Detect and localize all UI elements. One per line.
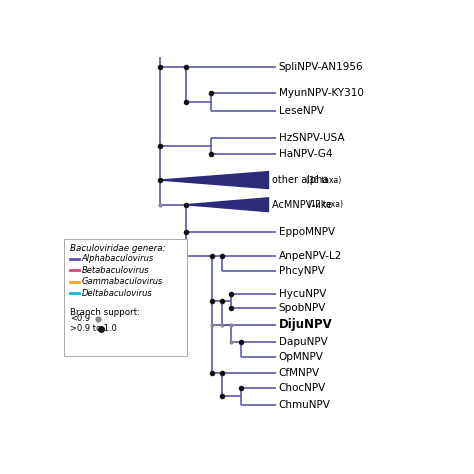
Text: ChocNPV: ChocNPV xyxy=(279,383,326,393)
Text: <0.9: <0.9 xyxy=(70,314,90,323)
Text: Gammabaculovirus: Gammabaculovirus xyxy=(82,277,163,286)
Polygon shape xyxy=(160,172,268,189)
Text: Deltabaculovirus: Deltabaculovirus xyxy=(82,289,153,298)
Text: Baculoviridae genera:: Baculoviridae genera: xyxy=(70,244,166,253)
Text: Alphabaculovirus: Alphabaculovirus xyxy=(82,254,154,263)
Text: other alpha: other alpha xyxy=(272,175,331,185)
Polygon shape xyxy=(186,198,268,212)
Text: HzSNPV-USA: HzSNPV-USA xyxy=(279,133,344,143)
Text: HaNPV-G4: HaNPV-G4 xyxy=(279,149,332,159)
Text: ChmuNPV: ChmuNPV xyxy=(279,400,330,410)
Text: SpliNPV-AN1956: SpliNPV-AN1956 xyxy=(279,62,363,72)
Text: DijuNPV: DijuNPV xyxy=(279,319,332,331)
Text: MyunNPV-KY310: MyunNPV-KY310 xyxy=(279,88,364,98)
Text: (36 taxa): (36 taxa) xyxy=(306,175,341,184)
Text: OpMNPV: OpMNPV xyxy=(279,352,323,362)
Text: SpobNPV: SpobNPV xyxy=(279,303,326,313)
Text: LeseNPV: LeseNPV xyxy=(279,106,324,116)
Text: AcMNPV-like: AcMNPV-like xyxy=(272,200,335,210)
Text: CfMNPV: CfMNPV xyxy=(279,367,319,378)
Text: EppoMNPV: EppoMNPV xyxy=(279,228,335,237)
Text: Branch support:: Branch support: xyxy=(70,308,140,317)
Text: (12 taxa): (12 taxa) xyxy=(308,200,343,209)
Text: >0.9 to 1.0: >0.9 to 1.0 xyxy=(70,324,117,333)
Text: Betabaculovirus: Betabaculovirus xyxy=(82,265,149,274)
Text: DapuNPV: DapuNPV xyxy=(279,337,328,347)
FancyBboxPatch shape xyxy=(64,238,187,356)
Text: PhcyNPV: PhcyNPV xyxy=(279,266,324,276)
Text: AnpeNPV-L2: AnpeNPV-L2 xyxy=(279,251,342,261)
Text: HycuNPV: HycuNPV xyxy=(279,289,326,299)
